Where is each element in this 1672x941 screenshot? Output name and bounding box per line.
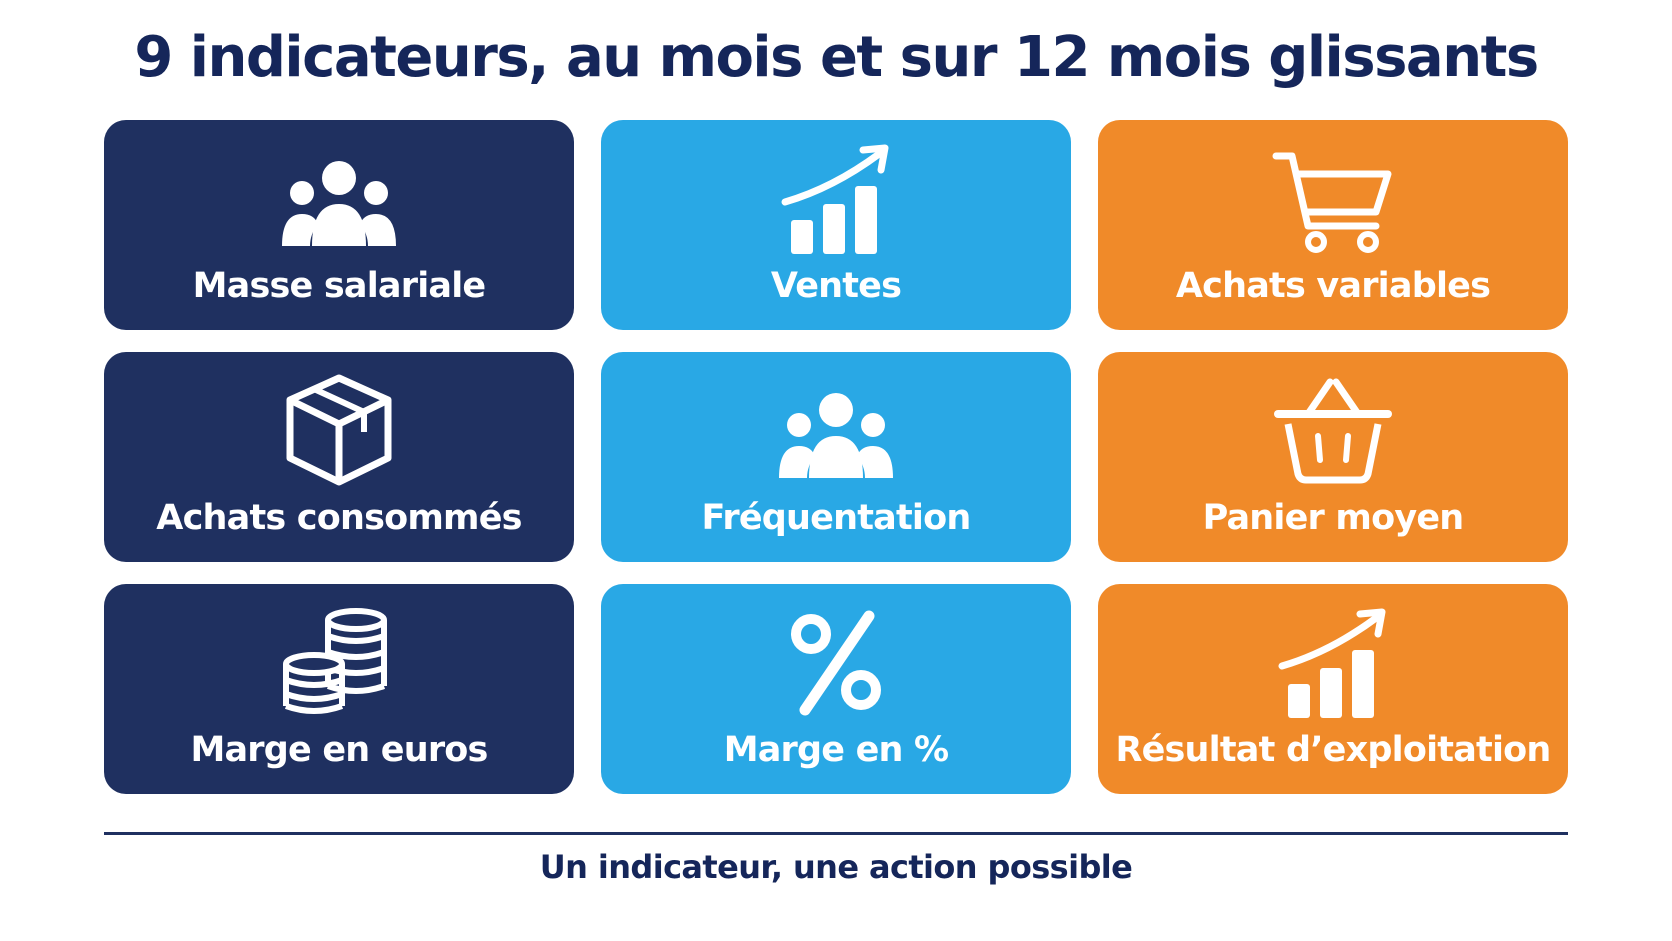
card-achats-variables: Achats variables: [1098, 120, 1568, 330]
card-label: Achats variables: [1175, 266, 1491, 306]
card-label: Masse salariale: [192, 266, 487, 306]
card-panier-moyen: Panier moyen: [1098, 352, 1568, 562]
indicator-grid: Masse salariale Ventes Achats variables: [104, 120, 1568, 795]
growth-chart-icon: [771, 138, 901, 258]
package-box-icon: [274, 370, 404, 490]
page-title: 9 indicateurs, au mois et sur 12 mois gl…: [134, 25, 1539, 90]
card-label: Panier moyen: [1202, 498, 1465, 538]
card-masse-salariale: Masse salariale: [104, 120, 574, 330]
card-marge-euros: Marge en euros: [104, 584, 574, 794]
card-resultat-exploitation: Résultat d’exploitation: [1098, 584, 1568, 794]
shopping-basket-icon: [1268, 370, 1398, 490]
footer-caption: Un indicateur, une action possible: [539, 848, 1133, 886]
card-label: Ventes: [770, 266, 902, 306]
percent-icon: [771, 602, 901, 722]
card-label: Résultat d’exploitation: [1115, 730, 1551, 770]
card-label: Marge en euros: [190, 730, 488, 770]
people-group-icon: [771, 370, 901, 490]
card-label: Marge en %: [723, 730, 949, 770]
people-group-icon: [274, 138, 404, 258]
card-ventes: Ventes: [601, 120, 1071, 330]
card-frequentation: Fréquentation: [601, 352, 1071, 562]
card-label: Fréquentation: [701, 498, 972, 538]
growth-chart-icon: [1268, 602, 1398, 722]
card-achats-consommes: Achats consommés: [104, 352, 574, 562]
card-marge-pourcent: Marge en %: [601, 584, 1071, 794]
coin-stacks-icon: [274, 602, 404, 722]
card-label: Achats consommés: [156, 498, 522, 538]
shopping-cart-icon: [1268, 138, 1398, 258]
divider: [104, 832, 1568, 835]
